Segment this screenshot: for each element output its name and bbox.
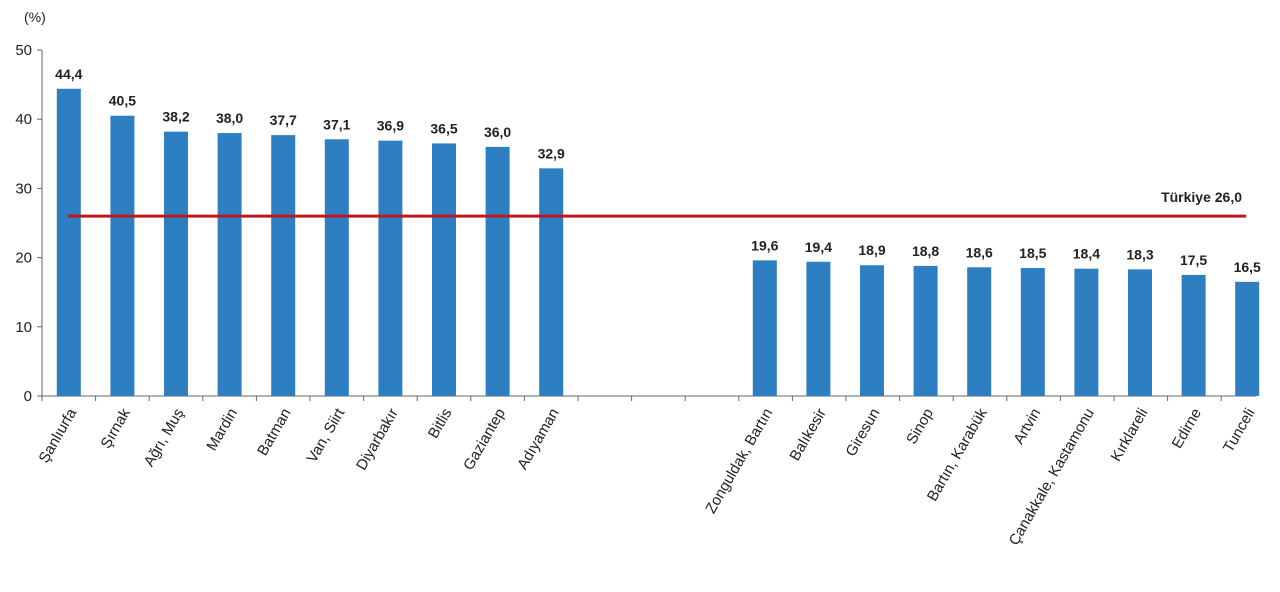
bar — [164, 131, 188, 396]
bar-value-label: 38,2 — [162, 109, 189, 125]
bar-value-label: 18,8 — [912, 243, 939, 259]
bar — [539, 168, 564, 396]
category-label: Batman — [254, 406, 295, 459]
category-label: Bartın, Karabük — [924, 405, 991, 504]
category-label: Gaziantep — [460, 405, 509, 473]
bar-value-label: 32,9 — [538, 145, 565, 161]
category-label: Kırklareli — [1108, 406, 1152, 465]
bar — [110, 115, 135, 397]
bar-value-label: 18,5 — [1019, 245, 1046, 261]
category-label: Zonguldak, Bartın — [702, 406, 776, 517]
category-label: Bitlis — [425, 406, 456, 442]
bar — [217, 133, 242, 397]
bar — [485, 146, 510, 396]
bar-value-label: 40,5 — [109, 93, 136, 109]
category-label: Artvin — [1010, 406, 1044, 448]
y-tick-label: 0 — [24, 388, 32, 405]
bars — [56, 88, 1260, 397]
category-label: Şanlıurfa — [36, 405, 81, 466]
category-label: Balıkesir — [786, 406, 829, 464]
bar-value-label: 18,9 — [858, 242, 885, 258]
bar-value-label: 36,9 — [377, 118, 404, 134]
category-label: Tunceli — [1220, 406, 1259, 456]
bar-value-label: 18,6 — [966, 244, 993, 260]
bar — [324, 139, 349, 396]
bar-value-label: 19,6 — [751, 237, 778, 253]
category-label: Mardin — [203, 406, 241, 454]
bar — [860, 265, 884, 396]
bar — [432, 143, 456, 396]
category-label: Sinop — [903, 406, 937, 448]
axes: 0 10 20 30 40 50 — [15, 42, 1256, 405]
bar-value-label: 18,4 — [1073, 246, 1100, 262]
bar-value-label: 36,5 — [430, 120, 457, 136]
category-label: Van, Siirt — [304, 405, 349, 466]
y-tick-label: 50 — [15, 42, 32, 59]
bar — [271, 135, 296, 396]
bar — [378, 140, 403, 396]
reference-line-label: Türkiye 26,0 — [1161, 189, 1242, 205]
bar-value-label: 18,3 — [1126, 246, 1153, 262]
bar — [56, 88, 81, 396]
bar — [1074, 268, 1099, 396]
category-label: Edirne — [1169, 406, 1205, 452]
bar — [806, 261, 831, 396]
bar-value-label: 37,1 — [323, 116, 350, 132]
y-tick-label: 10 — [15, 319, 32, 336]
bar-value-label: 38,0 — [216, 110, 243, 126]
bar — [752, 260, 777, 396]
bar — [1128, 269, 1152, 396]
category-label: Giresun — [842, 406, 883, 460]
bar — [1235, 281, 1260, 396]
bar-value-label: 37,7 — [270, 112, 297, 128]
category-label: Ağrı, Muş — [141, 406, 188, 470]
bar — [1181, 274, 1206, 396]
bar — [913, 265, 938, 396]
category-label: Şırnak — [97, 405, 134, 451]
bar — [1020, 267, 1045, 396]
y-tick-label: 20 — [15, 250, 32, 267]
y-tick-label: 30 — [15, 180, 32, 197]
y-tick-label: 40 — [15, 111, 32, 128]
bar — [967, 267, 992, 396]
bar-value-label: 44,4 — [55, 66, 82, 82]
bar-value-label: 17,5 — [1180, 252, 1207, 268]
bar-value-label: 16,5 — [1234, 259, 1261, 275]
category-label: Adıyaman — [514, 406, 562, 473]
category-label: Diyarbakır — [353, 406, 402, 474]
bar-value-label: 19,4 — [805, 239, 832, 255]
bar-value-label: 36,0 — [484, 124, 511, 140]
y-unit-label: (%) — [24, 9, 46, 25]
